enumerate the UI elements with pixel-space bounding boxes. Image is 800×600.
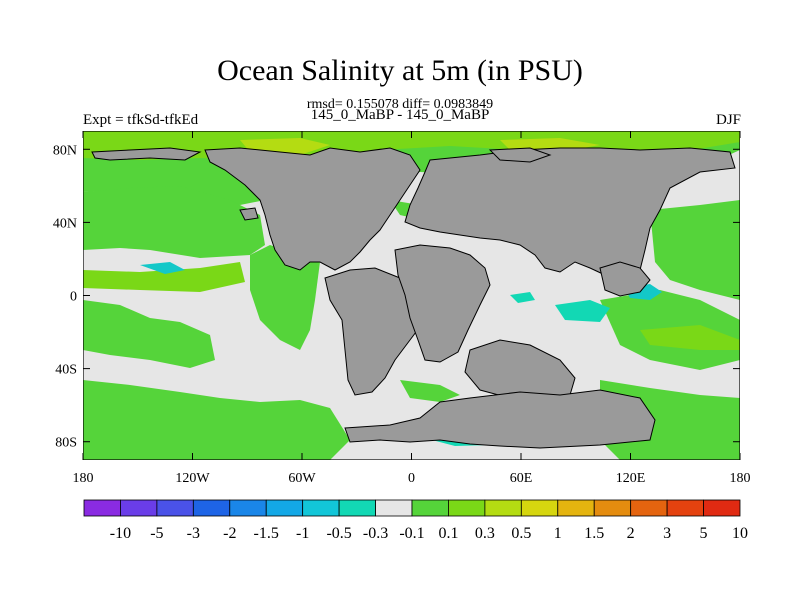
- colorbar-label: -0.5: [326, 525, 351, 542]
- west-pacific-north: [650, 200, 740, 300]
- x-tick-label: 60E: [510, 471, 533, 486]
- runs-label: 145_0_MaBP - 145_0_MaBP: [310, 107, 490, 123]
- experiment-label: Expt = tfkSd-tfkEd: [83, 112, 199, 128]
- y-tick-label: 0: [70, 290, 77, 305]
- colorbar-label: -5: [150, 525, 163, 542]
- land-arctic-island: [488, 147, 552, 163]
- colorbar-label: 0.1: [438, 525, 458, 542]
- colorbar-swatch: [120, 499, 158, 517]
- colorbar-swatch: [375, 499, 413, 517]
- south-pacific-tropical: [83, 300, 215, 368]
- land-north-america: [204, 147, 421, 271]
- colorbar-swatch: [192, 499, 231, 517]
- land-africa: [394, 244, 491, 363]
- north-pacific: [83, 186, 265, 258]
- season-label: DJF: [715, 112, 741, 128]
- land-masses: [91, 147, 736, 449]
- y-tick-label: 40N: [53, 216, 77, 231]
- colorbar-swatch: [83, 499, 121, 517]
- x-tick-label: 180: [73, 471, 94, 486]
- x-tick-label: 60W: [288, 471, 316, 486]
- map-field: [83, 131, 740, 460]
- colorbar-label: -1.5: [254, 525, 279, 542]
- x-axis-ticks: 180 120W 60W 0 60E 120E 180: [73, 131, 751, 486]
- central-pacific: [83, 262, 245, 292]
- colorbar-label: 3: [663, 525, 671, 542]
- land-med: [239, 207, 259, 221]
- indian-cyan: [555, 300, 610, 322]
- colorbar-label: -2: [223, 525, 236, 542]
- tropical-cyan: [510, 292, 535, 303]
- colorbar-label: 2: [627, 525, 635, 542]
- south-indian: [640, 325, 740, 350]
- colorbar-swatch: [411, 499, 449, 517]
- colorbar-label: -0.3: [363, 525, 388, 542]
- colorbar-label: 0.3: [475, 525, 495, 542]
- colorbar-swatch: [520, 499, 559, 517]
- colorbar-label: 10: [732, 525, 748, 542]
- colorbar-swatch: [703, 499, 741, 517]
- colorbar-swatch: [593, 499, 632, 517]
- east-pacific: [250, 245, 320, 350]
- x-tick-label: 180: [730, 471, 751, 486]
- southern-ocean-west: [83, 380, 350, 460]
- colorbar-swatch: [229, 499, 267, 517]
- land-antarctica: [344, 389, 656, 449]
- pacific-teal: [140, 262, 185, 274]
- colorbar-swatch: [448, 499, 486, 517]
- land-se-asia: [599, 261, 651, 297]
- colorbar-label: 0.5: [511, 525, 531, 542]
- colorbar-label: -1: [296, 525, 309, 542]
- colorbar-swatch: [484, 499, 522, 517]
- land-greenland: [91, 147, 202, 161]
- colorbar-swatch: [265, 499, 304, 517]
- y-tick-label: 40S: [55, 363, 77, 378]
- colorbar: -10 -5 -3 -2 -1.5 -1 -0.5 -0.3 -0.1 0.1 0.3 0.5 1 1.5…: [83, 499, 748, 542]
- y-tick-label: 80S: [55, 436, 77, 451]
- land-south-america: [324, 267, 431, 396]
- colorbar-swatch: [557, 499, 595, 517]
- colorbar-label: -0.1: [399, 525, 424, 542]
- x-tick-label: 120E: [616, 471, 646, 486]
- colorbar-swatch: [630, 499, 668, 517]
- plot-title: Ocean Salinity at 5m (in PSU): [217, 54, 583, 87]
- colorbar-label: -10: [110, 525, 131, 542]
- colorbar-label: 1: [554, 525, 562, 542]
- colorbar-swatch: [302, 499, 340, 517]
- stats-line: rmsd= 0.155078 diff= 0.0983849: [306, 97, 494, 112]
- colorbar-swatch: [338, 499, 376, 517]
- colorbar-label: 5: [700, 525, 708, 542]
- x-tick-label: 0: [408, 471, 415, 486]
- colorbar-swatch: [666, 499, 704, 517]
- y-tick-label: 80N: [53, 143, 77, 158]
- colorbar-label: -3: [187, 525, 200, 542]
- y-axis-ticks: 80N 40N 0 40S 80S: [53, 143, 740, 451]
- colorbar-label: 1.5: [584, 525, 604, 542]
- x-tick-label: 120W: [175, 471, 210, 486]
- colorbar-swatch: [156, 499, 194, 517]
- south-atlantic: [400, 380, 460, 402]
